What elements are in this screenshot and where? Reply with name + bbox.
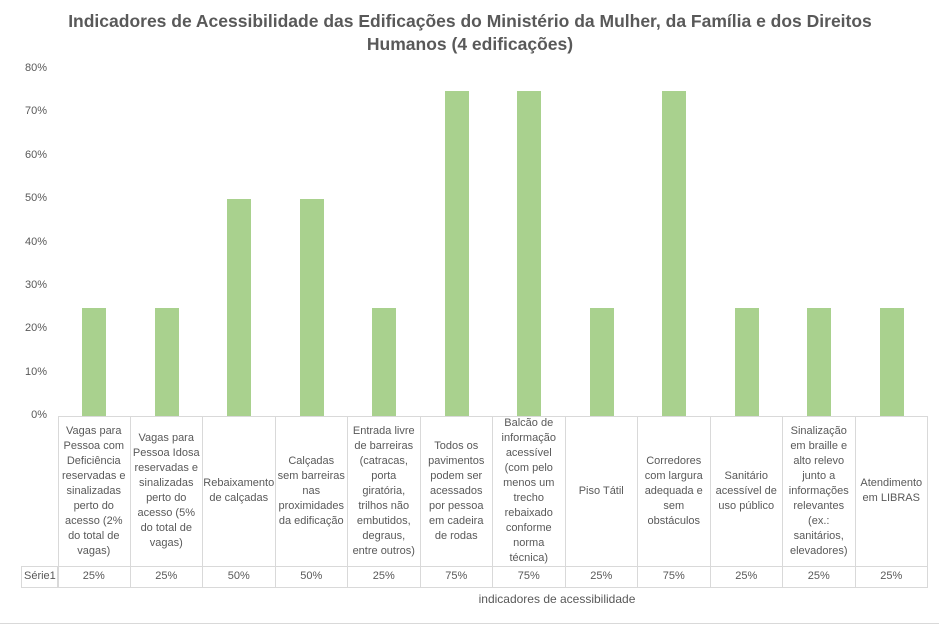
data-label: 50% [203, 566, 276, 587]
table-border [21, 566, 22, 587]
bar [662, 90, 687, 416]
category-label: Vagas para Pessoa Idosa reservadas e sin… [131, 416, 203, 566]
table-border [21, 587, 928, 588]
bar [154, 307, 179, 416]
y-tick-label: 20% [24, 322, 47, 335]
category-label: Piso Tátil [566, 416, 638, 566]
data-label: 25% [856, 566, 928, 587]
category-label: Sanitário acessível de uso público [711, 416, 783, 566]
bar [227, 199, 252, 416]
category-label: Todos os pavimentos podem ser acessados … [421, 416, 493, 566]
y-tick-label: 50% [24, 192, 47, 205]
y-tick-label: 40% [24, 235, 47, 248]
category-label: Balcão de informação acessível (com pelo… [493, 416, 566, 566]
bar [589, 307, 614, 416]
bar [372, 307, 397, 416]
category-label: Rebaixamento de calçadas [203, 416, 276, 566]
data-label: 25% [348, 566, 421, 587]
category-label: Corredores com largura adequada e sem ob… [638, 416, 711, 566]
data-label: 75% [421, 566, 493, 587]
x-axis-line [58, 416, 928, 417]
x-axis-title: indicadores de acessibilidade [478, 592, 636, 606]
table-border [21, 566, 928, 567]
bar [444, 90, 469, 416]
data-label: 25% [783, 566, 856, 587]
chart-title: Indicadores de Acessibilidade das Edific… [68, 11, 872, 54]
category-label: Calçadas sem barreiras nas proximidades … [276, 416, 348, 566]
bar [879, 307, 904, 416]
y-tick-label: 60% [24, 148, 47, 161]
bar [734, 307, 759, 416]
category-label: Atendimento em LIBRAS [856, 416, 928, 566]
y-tick-label: 70% [24, 105, 47, 118]
bar [82, 307, 107, 416]
bar [517, 90, 542, 416]
bar [299, 199, 324, 416]
y-tick-label: 10% [24, 365, 47, 378]
data-label: 25% [711, 566, 783, 587]
bar [807, 307, 832, 416]
y-tick-label: 80% [24, 62, 47, 74]
data-label: 50% [276, 566, 348, 587]
data-label: 75% [493, 566, 566, 587]
category-label: Sinalização em braille e alto relevo jun… [783, 416, 856, 566]
category-label: Entrada livre de barreiras (catracas, po… [348, 416, 421, 566]
data-label: 25% [131, 566, 203, 587]
data-label: 75% [638, 566, 711, 587]
category-label: Vagas para Pessoa com Deficiência reserv… [58, 416, 131, 566]
y-tick-label: 0% [31, 409, 47, 421]
series-name: Série1 [21, 566, 58, 587]
data-label: 25% [566, 566, 638, 587]
y-tick-label: 30% [24, 278, 47, 291]
table-border [58, 416, 59, 587]
data-label: 25% [58, 566, 131, 587]
